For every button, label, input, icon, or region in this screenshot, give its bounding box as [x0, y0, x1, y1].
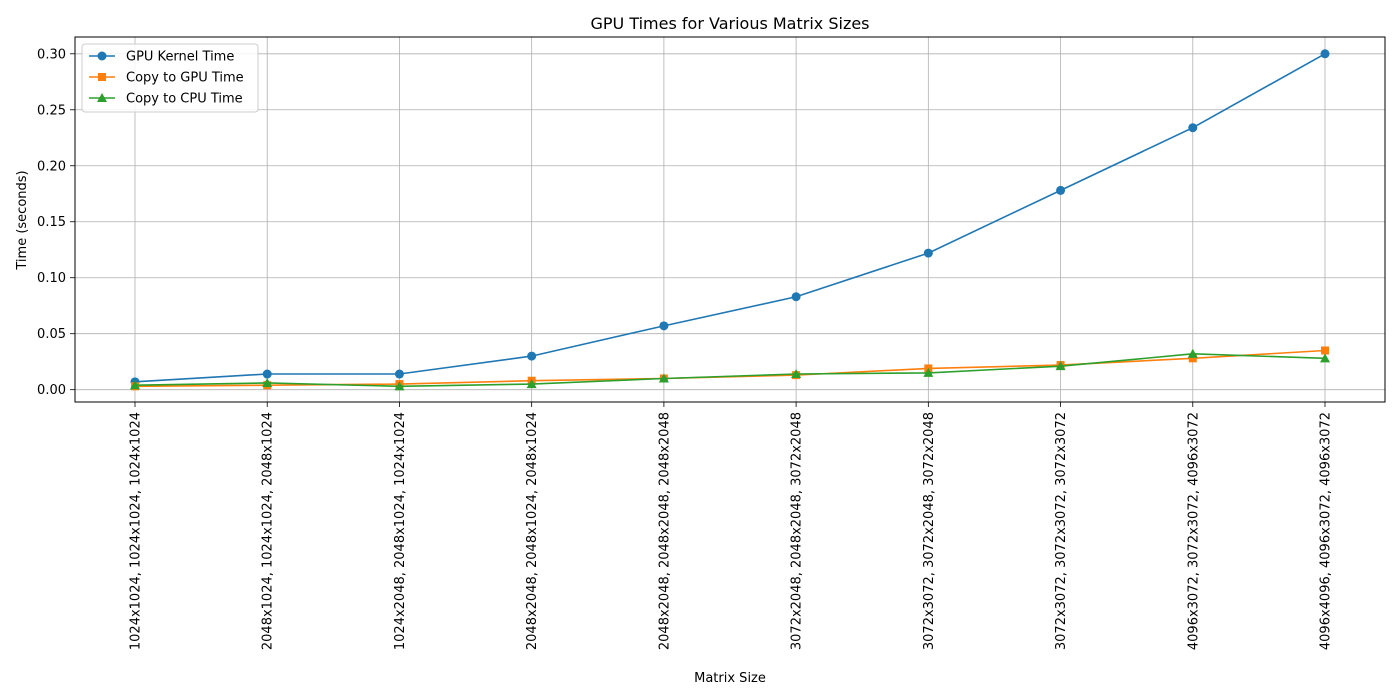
- data-point: [659, 321, 669, 331]
- legend-box: [81, 43, 259, 113]
- data-point: [1056, 185, 1066, 195]
- y-axis-label: Time (seconds): [15, 170, 30, 270]
- data-point: [923, 367, 934, 377]
- series-line: [134, 53, 1326, 383]
- data-point: [658, 373, 669, 383]
- legend-item: GPU Kernel Time: [89, 50, 234, 65]
- series-line: [134, 349, 1326, 388]
- data-point: [526, 379, 537, 389]
- data-point: [791, 292, 801, 302]
- legend-marker: [97, 51, 107, 61]
- data-point: [1188, 354, 1197, 363]
- legend-item: Copy to GPU Time: [89, 71, 244, 86]
- y-tick-label: 0.00: [37, 383, 66, 398]
- chart-title: GPU Times for Various Matrix Sizes: [590, 14, 869, 33]
- data-point: [394, 381, 405, 391]
- x-tick-label: 2048x2048, 2048x1024, 2048x1024: [525, 412, 540, 650]
- x-axis-label: Matrix Size: [694, 671, 766, 686]
- data-point: [527, 351, 537, 361]
- data-point: [1187, 348, 1198, 358]
- x-tick-label: 4096x4096, 4096x3072, 4096x3072: [1319, 412, 1334, 650]
- legend-marker: [98, 73, 106, 81]
- y-tick-label: 0.05: [37, 327, 66, 342]
- data-point: [1188, 123, 1198, 133]
- legend-label: GPU Kernel Time: [126, 50, 234, 65]
- x-tick-label: 3072x2048, 2048x2048, 3072x2048: [790, 412, 805, 650]
- series-0: [130, 49, 1330, 387]
- y-tick-label: 0.20: [37, 159, 66, 174]
- data-point: [262, 377, 273, 387]
- x-tick-label: 2048x2048, 2048x2048, 2048x2048: [657, 412, 672, 650]
- x-tick-label: 1024x2048, 2048x1024, 1024x1024: [393, 412, 408, 650]
- plot-frame: [74, 36, 1386, 403]
- series-line: [134, 353, 1326, 388]
- data-point: [1320, 353, 1330, 363]
- data-point: [262, 369, 272, 379]
- legend-label: Copy to GPU Time: [126, 71, 244, 86]
- y-tick-label: 0.30: [37, 47, 66, 62]
- x-tick-label: 3072x3072, 3072x2048, 3072x2048: [922, 412, 937, 650]
- series-layer: [130, 49, 1330, 391]
- legend: GPU Kernel Time Copy to GPU Time Copy to C…: [81, 43, 259, 113]
- y-tick-label: 0.15: [37, 215, 66, 230]
- y-tick-label: 0.25: [37, 103, 66, 118]
- legend-label: Copy to CPU Time: [126, 92, 243, 107]
- data-point: [1055, 361, 1066, 371]
- x-tick-label: 1024x1024, 1024x1024, 1024x1024: [129, 412, 144, 650]
- x-tick-label: 2048x1024, 1024x1024, 2048x1024: [261, 412, 276, 650]
- x-tick-label: 4096x3072, 3072x3072, 4096x3072: [1186, 412, 1201, 650]
- data-point: [1321, 346, 1329, 355]
- data-point: [394, 369, 404, 379]
- data-point: [1320, 49, 1330, 59]
- x-tick-label: 3072x3072, 3072x3072, 3072x3072: [1054, 412, 1069, 650]
- data-point: [130, 380, 140, 390]
- legend-marker: [97, 93, 107, 102]
- legend-item: Copy to CPU Time: [89, 92, 243, 107]
- data-point: [791, 369, 802, 379]
- data-point: [923, 248, 933, 258]
- y-tick-label: 0.10: [37, 271, 66, 286]
- ticks: 0.00 0.05 0.10 0.15 0.20 0.25 0.30 1024x1024, 1…: [37, 47, 1333, 650]
- series-2: [130, 348, 1330, 391]
- grid: [75, 37, 1385, 402]
